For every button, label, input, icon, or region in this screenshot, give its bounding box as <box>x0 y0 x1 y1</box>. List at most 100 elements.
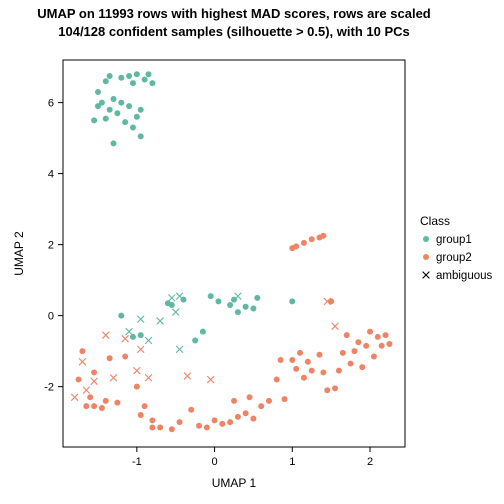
point-group2 <box>336 368 342 374</box>
point-group1 <box>111 96 117 102</box>
point-group2 <box>122 353 128 359</box>
point-group2 <box>266 398 272 404</box>
point-group1 <box>99 100 105 106</box>
point-group1 <box>126 73 132 79</box>
point-group1 <box>134 71 140 77</box>
x-tick-label: -1 <box>132 456 142 468</box>
point-group2 <box>293 243 299 249</box>
chart-title-line-2: 104/128 confident samples (silhouette > … <box>58 24 409 39</box>
point-group2 <box>309 368 315 374</box>
legend-label-group2: group2 <box>436 252 472 264</box>
point-group2 <box>383 332 389 338</box>
point-group2 <box>196 423 202 429</box>
point-group1 <box>91 117 97 123</box>
point-group1 <box>134 114 140 120</box>
point-group2 <box>320 233 326 239</box>
point-group2 <box>379 343 385 349</box>
point-group2 <box>375 334 381 340</box>
point-group2 <box>258 403 264 409</box>
point-group2 <box>301 240 307 246</box>
point-group1 <box>146 71 152 77</box>
point-group2 <box>188 407 194 413</box>
legend-label-group1: group1 <box>436 234 472 246</box>
point-group2 <box>289 357 295 363</box>
x-tick-label: 0 <box>212 456 218 468</box>
point-group2 <box>107 355 113 361</box>
point-group1 <box>200 329 206 335</box>
legend-marker-group1 <box>423 236 429 242</box>
point-group2 <box>250 416 256 422</box>
point-group1 <box>122 119 128 125</box>
point-group2 <box>204 424 210 430</box>
point-group2 <box>367 329 373 335</box>
y-axis-label: UMAP 2 <box>12 231 26 276</box>
point-group2 <box>247 394 253 400</box>
point-group1 <box>111 140 117 146</box>
point-group1 <box>254 295 260 301</box>
point-group2 <box>317 352 323 358</box>
point-group2 <box>114 400 120 406</box>
point-group1 <box>192 337 198 343</box>
point-group2 <box>359 364 365 370</box>
point-group2 <box>157 424 163 430</box>
point-group1 <box>130 80 136 86</box>
point-group2 <box>142 403 148 409</box>
point-group2 <box>344 332 350 338</box>
point-group1 <box>107 73 113 79</box>
legend-label-ambiguous: ambiguous <box>436 270 493 282</box>
y-tick-label: 0 <box>48 311 54 323</box>
x-tick-label: 1 <box>289 456 295 468</box>
point-group2 <box>274 377 280 383</box>
point-group2 <box>212 417 218 423</box>
point-group2 <box>301 375 307 381</box>
point-group1 <box>235 309 241 315</box>
point-group2 <box>103 398 109 404</box>
point-group1 <box>118 75 124 81</box>
point-group2 <box>91 369 97 375</box>
point-group2 <box>340 350 346 356</box>
point-group2 <box>278 357 284 363</box>
point-group2 <box>177 419 183 425</box>
point-group1 <box>208 293 214 299</box>
point-group2 <box>87 394 93 400</box>
point-group1 <box>169 302 175 308</box>
point-group2 <box>76 377 82 383</box>
y-tick-label: 6 <box>48 98 54 110</box>
y-tick-label: -2 <box>44 382 54 394</box>
point-group1 <box>130 124 136 130</box>
point-group1 <box>103 78 109 84</box>
point-group2 <box>134 384 140 390</box>
point-group2 <box>91 403 97 409</box>
point-group1 <box>138 133 144 139</box>
point-group1 <box>227 302 233 308</box>
point-group1 <box>215 298 221 304</box>
point-group2 <box>332 385 338 391</box>
y-tick-label: 2 <box>48 240 54 252</box>
x-axis-label: UMAP 1 <box>212 476 257 490</box>
point-group2 <box>231 398 237 404</box>
point-group2 <box>355 339 361 345</box>
point-group1 <box>126 103 132 109</box>
plot-panel <box>63 60 405 447</box>
x-tick-label: 2 <box>367 456 373 468</box>
chart-title-line-1: UMAP on 11993 rows with highest MAD scor… <box>37 6 431 21</box>
point-group1 <box>107 107 113 113</box>
point-group2 <box>149 417 155 423</box>
point-group1 <box>138 332 144 338</box>
point-group2 <box>324 387 330 393</box>
point-group2 <box>99 405 105 411</box>
point-group2 <box>363 343 369 349</box>
point-group2 <box>320 369 326 375</box>
point-group2 <box>282 396 288 402</box>
point-group2 <box>386 341 392 347</box>
point-group2 <box>293 366 299 372</box>
point-group1 <box>118 313 124 319</box>
point-group2 <box>227 419 233 425</box>
legend-title: Class <box>420 214 450 228</box>
point-group2 <box>83 403 89 409</box>
point-group2 <box>149 424 155 430</box>
point-group1 <box>289 298 295 304</box>
legend-marker-group2 <box>423 254 429 260</box>
point-group2 <box>243 410 249 416</box>
point-group2 <box>235 414 241 420</box>
